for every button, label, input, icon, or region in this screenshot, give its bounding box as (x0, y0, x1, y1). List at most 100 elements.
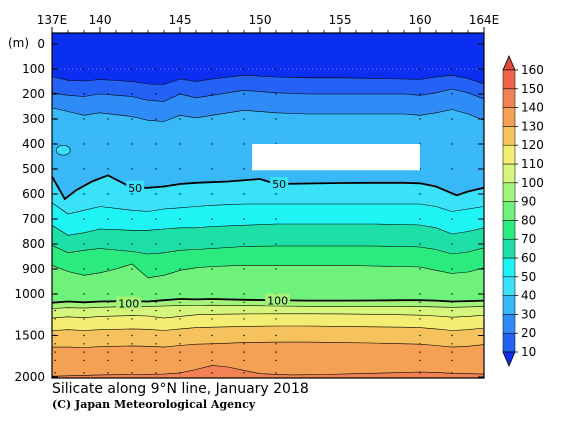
station-dot (419, 243, 421, 245)
station-dot (179, 193, 181, 195)
station-dot (275, 318, 277, 320)
station-dot (155, 218, 157, 220)
station-dot (211, 218, 213, 220)
colorbar-label: 20 (521, 326, 536, 340)
contour-label: 100 (118, 298, 139, 311)
colorbar-label: 100 (521, 176, 544, 190)
station-dot (243, 193, 245, 195)
station-dot (451, 318, 453, 320)
station-dot (179, 218, 181, 220)
station-dot (211, 118, 213, 120)
station-dot (243, 318, 245, 320)
station-dot (275, 351, 277, 353)
station-dot (107, 168, 109, 170)
contour-band (52, 264, 484, 303)
station-dot (275, 268, 277, 270)
station-dot (179, 301, 181, 303)
station-dot (83, 372, 85, 374)
station-dot (243, 309, 245, 312)
contour-line-layer (52, 68, 484, 377)
station-dot (451, 309, 453, 312)
station-dot (83, 293, 85, 295)
contour-band (52, 89, 484, 122)
station-dot (451, 243, 453, 245)
station-dot (107, 351, 109, 353)
station-dot (451, 359, 453, 362)
station-dot (83, 351, 85, 353)
station-dot (179, 334, 181, 337)
station-dot (107, 143, 109, 145)
station-dot (131, 318, 133, 320)
station-dot (107, 93, 109, 95)
contour-label: 50 (128, 182, 142, 195)
station-dot (131, 359, 133, 362)
station-dot (243, 68, 245, 70)
station-dot (419, 68, 421, 70)
station-dot (243, 243, 245, 245)
contour-band (52, 202, 484, 236)
contour-line (52, 223, 484, 236)
station-dot (155, 118, 157, 120)
contour-label-bg (265, 293, 291, 306)
y-tick-label: 1500 (14, 329, 45, 343)
station-dot (451, 168, 453, 170)
station-dot (451, 343, 453, 345)
colorbar-segment (502, 295, 516, 315)
station-dot (211, 293, 213, 295)
colorbar-segment (502, 144, 516, 165)
contour-pocket (55, 144, 71, 156)
station-dot (419, 118, 421, 120)
contour-line (52, 202, 484, 215)
x-tick-label: 150 (249, 13, 272, 27)
contour-band (52, 305, 484, 319)
station-dot (179, 309, 181, 312)
station-dot (275, 334, 277, 337)
station-dot (419, 268, 421, 270)
station-dot (155, 93, 157, 95)
station-dot (179, 359, 181, 362)
colorbar-segment (502, 69, 516, 90)
station-dot (54, 359, 56, 362)
station-dot (107, 301, 109, 303)
station-dot (419, 359, 421, 362)
y-tick-label: 500 (22, 162, 45, 176)
station-dot (107, 318, 109, 320)
colorbar-label: 60 (521, 251, 536, 265)
colorbar-segment (502, 126, 516, 146)
y-tick-label: 1000 (14, 287, 45, 301)
station-dot (211, 93, 213, 95)
station-dot (275, 93, 277, 95)
station-dot (107, 334, 109, 337)
station-dot (451, 93, 453, 95)
contour-label-bg (116, 296, 142, 309)
y-tick-label: 800 (22, 237, 45, 251)
station-dot (451, 351, 453, 353)
station-dot (179, 351, 181, 353)
station-dot (451, 193, 453, 195)
y-axis-unit: (m) (8, 36, 29, 50)
masked-region-layer (252, 144, 420, 171)
station-dot (107, 193, 109, 195)
y-tick-label: 600 (22, 187, 45, 201)
y-tick-label: 200 (22, 87, 45, 101)
station-dot (419, 343, 421, 345)
contour-line (52, 341, 484, 348)
y-tick-label: 2000 (14, 370, 45, 384)
colorbar-segment (502, 276, 516, 296)
colorbar-label: 160 (521, 63, 544, 77)
station-dot (54, 309, 56, 312)
station-dot (107, 359, 109, 362)
station-dot (275, 118, 277, 120)
station-dot (179, 372, 181, 374)
station-dot (243, 372, 245, 374)
station-dot (131, 143, 133, 145)
colorbar-segment (502, 182, 516, 202)
station-dot (419, 301, 421, 303)
station-dot (211, 193, 213, 195)
station-dot (243, 334, 245, 337)
station-dot (211, 268, 213, 270)
station-dot (131, 293, 133, 295)
station-dot (83, 193, 85, 195)
station-dot (451, 293, 453, 295)
station-dot (54, 351, 56, 353)
